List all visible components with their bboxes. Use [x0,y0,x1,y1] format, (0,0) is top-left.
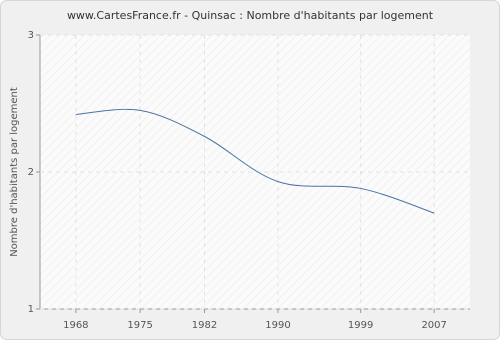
chart-title: www.CartesFrance.fr - Quinsac : Nombre d… [67,9,434,22]
y-tick-label: 2 [28,167,34,178]
x-tick-label: 1968 [63,320,88,331]
x-tick-label: 1975 [127,320,152,331]
x-tick-label: 2007 [421,320,446,331]
x-tick-label: 1982 [192,320,217,331]
y-tick-label: 3 [28,30,34,41]
line [75,108,435,214]
y-tick-label: 1 [28,304,34,315]
x-tick-label: 1990 [265,320,290,331]
y-axis-label: Nombre d'habitants par logement [9,87,20,257]
x-tick-label: 1999 [348,320,373,331]
plot-area [40,35,470,309]
